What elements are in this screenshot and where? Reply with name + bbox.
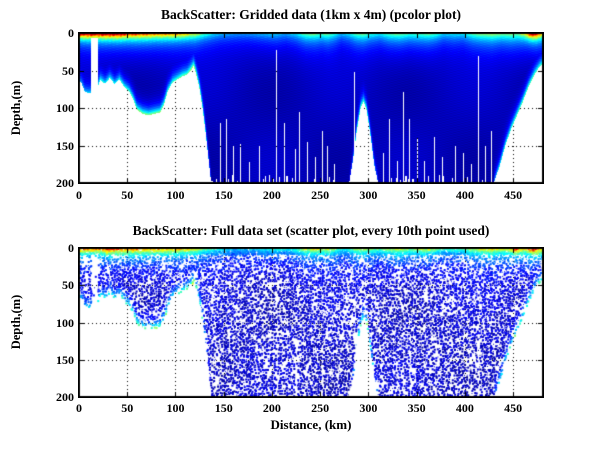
pcolor-x-tick-label: 200: [262, 188, 281, 202]
pcolor-x-tick-label: 100: [166, 188, 185, 202]
scatter-x-tick-label: 450: [504, 401, 523, 415]
scatter-y-tick-label: 100: [56, 315, 74, 330]
pcolor-x-tick-label: 350: [407, 188, 426, 202]
scatter-y-axis-label: Depth,(m): [9, 294, 23, 350]
pcolor-y-tick-label: 100: [56, 101, 74, 115]
scatter-y-tick-label: 150: [56, 352, 74, 367]
pcolor-y-axis-label: Depth,(m): [9, 80, 23, 136]
pcolor-y-tick-label: 200: [56, 176, 74, 190]
pcolor-y-tick-label: 0: [68, 26, 74, 40]
pcolor-x-tick-label: 250: [311, 188, 330, 202]
pcolor-x-tick-label: 150: [214, 188, 233, 202]
pcolor-x-tick-label: 50: [121, 188, 134, 202]
scatter-x-tick-label: 50: [121, 401, 134, 415]
scatter-x-tick-label: 0: [76, 401, 82, 415]
scatter-y-tick-label: 200: [56, 390, 74, 404]
pcolor-x-tick-label: 400: [455, 188, 474, 202]
x-axis-label: Distance, (km): [270, 417, 352, 432]
scatter-x-tick-label: 150: [214, 401, 233, 415]
scatter-x-tick-label: 400: [455, 401, 474, 415]
scatter-x-tick-label: 300: [359, 401, 378, 415]
pcolor-y-tick-label: 150: [56, 138, 74, 153]
scatter-plot-canvas: [78, 247, 544, 398]
pcolor-plot-canvas: [78, 32, 544, 184]
pcolor-x-tick-label: 300: [359, 188, 378, 202]
pcolor-plot-title: BackScatter: Gridded data (1km x 4m) (pc…: [160, 7, 462, 22]
pcolor-x-tick-label: 450: [504, 188, 523, 202]
scatter-plot-title: BackScatter: Full data set (scatter plot…: [132, 223, 490, 238]
pcolor-x-tick-label: 0: [76, 188, 82, 202]
scatter-x-tick-label: 250: [311, 401, 330, 415]
scatter-x-tick-label: 350: [407, 401, 426, 415]
scatter-y-tick-label: 0: [68, 241, 74, 255]
scatter-x-tick-label: 200: [262, 401, 281, 415]
scatter-y-tick-label: 50: [62, 278, 74, 293]
scatter-x-tick-label: 100: [166, 401, 185, 415]
pcolor-y-tick-label: 50: [62, 63, 74, 78]
